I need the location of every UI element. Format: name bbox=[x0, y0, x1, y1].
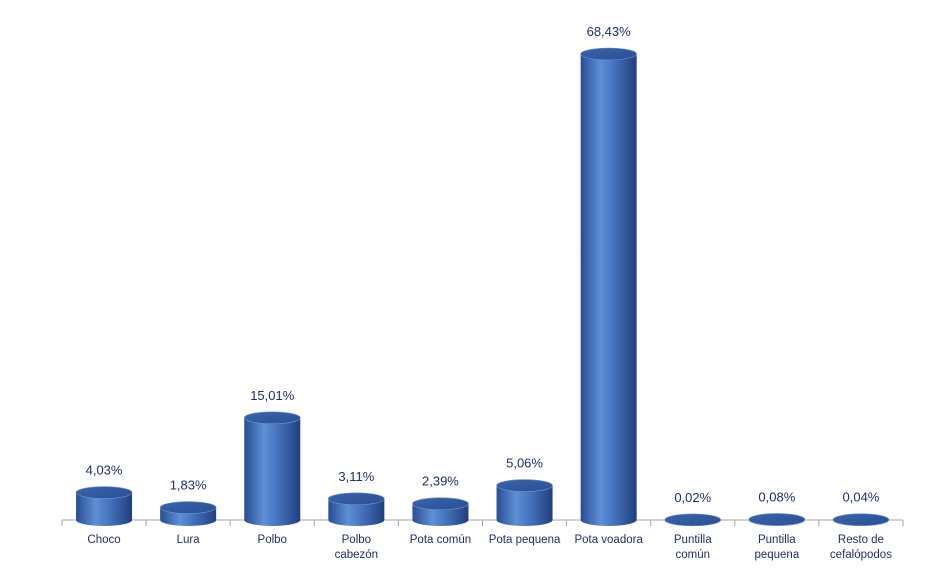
bar-top bbox=[412, 497, 469, 511]
bar bbox=[580, 47, 637, 526]
bar-body bbox=[580, 54, 637, 526]
bar bbox=[748, 513, 806, 526]
bar-body bbox=[328, 498, 385, 526]
bar-body bbox=[412, 503, 469, 526]
bar-body bbox=[496, 485, 553, 526]
category-label: Lura bbox=[177, 534, 201, 546]
data-label: 0,04% bbox=[843, 490, 880, 505]
bar-top bbox=[328, 492, 385, 506]
bar-top bbox=[243, 411, 301, 425]
data-label: 4,03% bbox=[86, 463, 123, 478]
bar-top bbox=[664, 513, 722, 527]
data-label: 3,11% bbox=[338, 469, 374, 484]
bar-top bbox=[748, 513, 806, 526]
data-label: 2,39% bbox=[422, 474, 459, 489]
bar-body bbox=[76, 492, 133, 526]
bar bbox=[832, 513, 890, 527]
bar-top bbox=[159, 501, 217, 514]
category-label: Pota pequena bbox=[489, 534, 561, 546]
bar bbox=[496, 479, 553, 526]
bar-top bbox=[75, 486, 133, 499]
category-label: Puntilla pequena bbox=[754, 534, 799, 561]
bar-top bbox=[832, 513, 890, 527]
category-label: Puntilla común bbox=[674, 534, 712, 561]
bar-body bbox=[244, 417, 301, 526]
category-label: Pota voadora bbox=[574, 534, 643, 546]
category-label: Choco bbox=[87, 534, 120, 546]
data-label: 68,43% bbox=[587, 24, 632, 39]
category-label: Polbo cabezón bbox=[335, 534, 378, 561]
bar bbox=[75, 486, 133, 526]
category-label: Polbo bbox=[258, 534, 287, 546]
bar bbox=[159, 501, 217, 526]
bar bbox=[328, 492, 385, 526]
bar bbox=[243, 411, 301, 526]
data-label: 15,01% bbox=[250, 388, 295, 403]
bar-top bbox=[496, 479, 553, 492]
data-label: 5,06% bbox=[506, 456, 543, 471]
category-label: Resto de cefalópodos bbox=[830, 534, 892, 561]
bar-top bbox=[580, 47, 637, 61]
bar bbox=[664, 513, 722, 527]
data-label: 0,02% bbox=[674, 490, 711, 505]
data-label: 1,83% bbox=[170, 478, 207, 493]
category-label: Pota común bbox=[410, 534, 471, 546]
data-label: 0,08% bbox=[758, 489, 795, 504]
bar bbox=[412, 497, 469, 526]
